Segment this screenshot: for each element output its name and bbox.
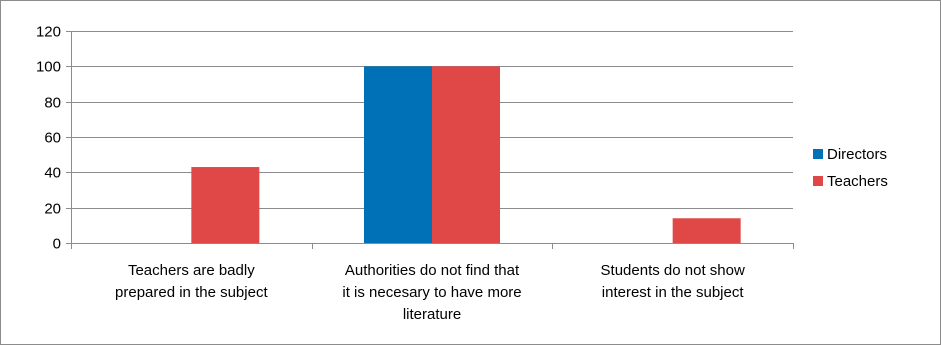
y-tick-label: 80 bbox=[44, 95, 61, 112]
bar-teachers-2 bbox=[672, 218, 741, 243]
x-category-label: interest in the subject bbox=[602, 284, 745, 301]
bar-directors-1 bbox=[364, 66, 432, 243]
y-tick-label: 20 bbox=[44, 201, 61, 218]
y-tick-label: 40 bbox=[44, 165, 61, 182]
y-tick-labels: 0 20 40 60 80 100 120 bbox=[36, 24, 61, 253]
axes bbox=[66, 31, 794, 249]
legend-label-teachers: Teachers bbox=[827, 173, 888, 190]
x-category-label: literature bbox=[403, 306, 461, 323]
legend-label-directors: Directors bbox=[827, 146, 887, 163]
y-tick-label: 60 bbox=[44, 130, 61, 147]
x-category-label: it is necesary to have more bbox=[342, 284, 521, 301]
x-category-label: Teachers are badly bbox=[128, 262, 255, 279]
legend: Directors Teachers bbox=[813, 146, 888, 190]
bars bbox=[191, 66, 741, 243]
legend-swatch-directors bbox=[813, 149, 823, 159]
x-category-label: Authorities do not find that bbox=[345, 262, 520, 279]
x-category-labels: Teachers are badly prepared in the subjec… bbox=[115, 262, 745, 323]
y-tick-label: 120 bbox=[36, 24, 61, 41]
bar-teachers-1 bbox=[432, 66, 500, 243]
y-tick-label: 0 bbox=[53, 236, 61, 253]
bar-teachers-0 bbox=[191, 167, 260, 243]
legend-swatch-teachers bbox=[813, 176, 823, 186]
x-category-label: prepared in the subject bbox=[115, 284, 268, 301]
x-category-label: Students do not show bbox=[601, 262, 745, 279]
y-tick-label: 100 bbox=[36, 59, 61, 76]
